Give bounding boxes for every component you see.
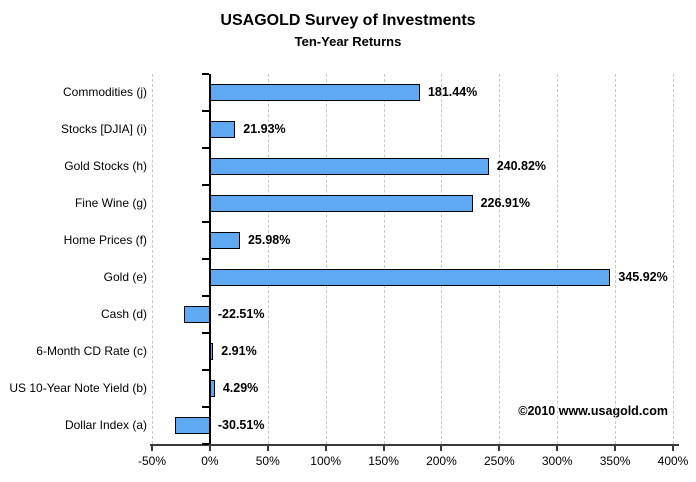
bar-us-10-year-note-yield-b: [209, 380, 215, 397]
bar-gold-e: [209, 269, 611, 286]
bar-value-label: -22.51%: [217, 306, 265, 321]
y-axis-line: [208, 74, 211, 444]
x-axis-line: [150, 444, 679, 446]
y-axis-tick: [201, 258, 209, 260]
gridline-150: [383, 74, 385, 444]
bar-gold-stocks-h: [209, 158, 489, 175]
y-axis-tick: [201, 110, 209, 112]
bar-dollar-index-a: [174, 417, 210, 434]
category-label: Home Prices (f): [63, 232, 147, 247]
bar-6-month-cd-rate-c: [209, 343, 214, 360]
bar-home-prices-f: [209, 232, 240, 249]
bar-value-label: 226.91%: [480, 195, 530, 210]
bar-value-label: 25.98%: [247, 232, 291, 247]
bar-value-label: 181.44%: [427, 84, 478, 99]
chart-title: USAGOLD Survey of Investments: [220, 12, 476, 29]
x-tick-label: 300%: [541, 454, 573, 468]
category-label: 6-Month CD Rate (c): [36, 343, 147, 358]
bar-value-label: 21.93%: [243, 121, 286, 136]
bar-value-label: 2.91%: [221, 343, 257, 358]
bar-value-label: 345.92%: [618, 269, 668, 284]
y-axis-tick: [201, 221, 209, 223]
category-label: Fine Wine (g): [74, 195, 147, 210]
y-axis-tick: [201, 332, 209, 334]
bar-value-label: -30.51%: [217, 417, 265, 432]
x-tick-label: 250%: [483, 454, 515, 468]
gridline-200: [441, 74, 443, 444]
gridline-50: [267, 74, 269, 444]
x-tick: [151, 446, 153, 451]
x-tick-label: 50%: [255, 454, 280, 468]
chart-subtitle: Ten-Year Returns: [294, 34, 402, 49]
x-tick: [382, 446, 385, 451]
bar-fine-wine-g: [209, 195, 473, 212]
y-axis-tick: [201, 369, 209, 371]
x-tick-label: 150%: [368, 454, 399, 468]
y-axis-tick: [201, 295, 209, 297]
category-label: Gold (e): [103, 269, 147, 284]
gridline-250: [499, 74, 501, 444]
gridline-300: [557, 74, 559, 444]
x-tick: [266, 446, 269, 451]
category-label: US 10-Year Note Yield (b): [9, 380, 147, 395]
y-axis-tick: [201, 406, 209, 408]
x-tick: [440, 446, 443, 451]
category-label: Cash (d): [100, 306, 147, 321]
bar-value-label: 4.29%: [222, 380, 259, 395]
x-tick-label: 200%: [426, 454, 457, 468]
category-label: Stocks [DJIA] (i): [60, 121, 147, 136]
x-tick: [556, 446, 559, 451]
bar-stocks-djia-i: [209, 121, 236, 138]
x-tick-label: -50%: [137, 454, 166, 468]
x-tick-label: 350%: [599, 454, 631, 468]
gridline--50: [152, 74, 153, 444]
x-tick-label: 100%: [310, 454, 341, 468]
x-tick: [498, 446, 501, 451]
bar-cash-d: [183, 306, 210, 323]
category-label: Commodities (j): [62, 84, 147, 99]
x-tick: [672, 446, 674, 451]
x-tick: [614, 446, 617, 451]
bar-value-label: 240.82%: [496, 158, 547, 173]
y-axis-tick: [201, 147, 209, 149]
x-tick: [324, 446, 327, 451]
copyright-text: ©2010 www.usagold.com: [518, 404, 668, 418]
category-label: Gold Stocks (h): [64, 158, 147, 173]
gridline-400: [673, 74, 674, 444]
y-axis-tick: [201, 184, 209, 186]
gridline-100: [325, 74, 327, 444]
x-tick: [208, 446, 211, 451]
gridline-350: [615, 74, 617, 444]
category-label: Dollar Index (a): [64, 417, 147, 432]
y-axis-tick: [201, 73, 209, 75]
x-tick-label: 0%: [201, 454, 219, 468]
y-axis-tick: [201, 443, 209, 445]
x-tick-label: 400%: [657, 454, 689, 468]
bar-commodities-j: [209, 84, 420, 101]
